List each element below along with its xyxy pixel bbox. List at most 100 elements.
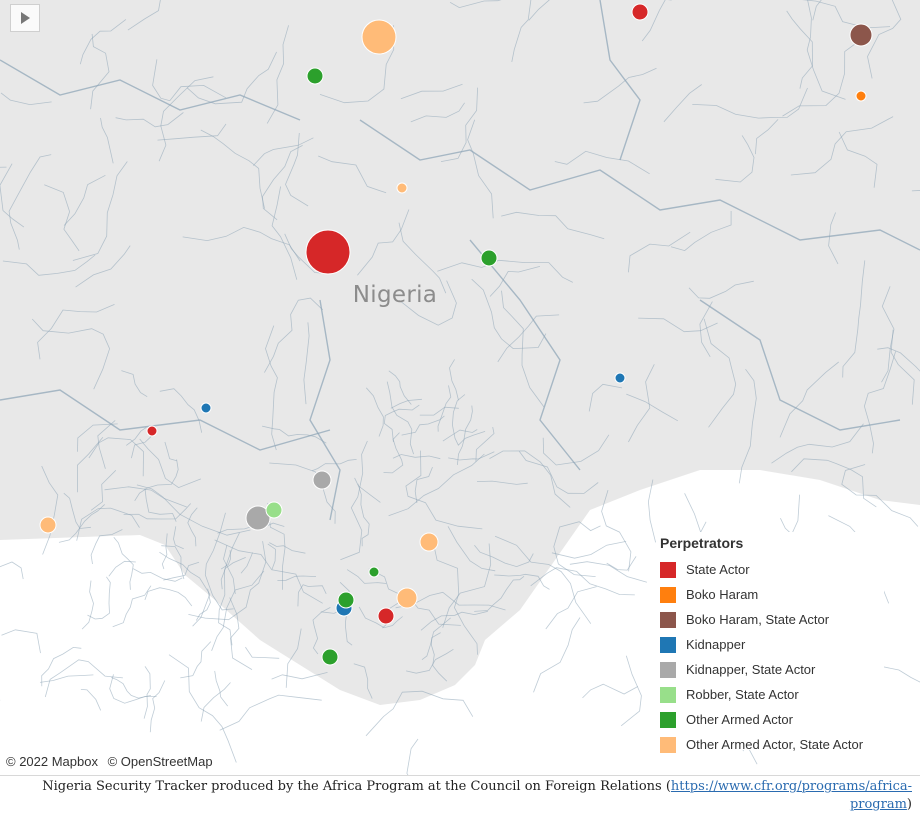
- boundary-line: [638, 317, 718, 333]
- legend-item-other-armed-actor-state-actor[interactable]: Other Armed Actor, State Actor: [660, 732, 884, 757]
- incident-marker[interactable]: [855, 90, 867, 102]
- legend-item-kidnapper[interactable]: Kidnapper: [660, 632, 884, 657]
- incident-marker[interactable]: [377, 607, 395, 625]
- incident-marker[interactable]: [321, 648, 339, 666]
- boundary-line: [115, 112, 184, 128]
- boundary-line: [253, 137, 314, 166]
- boundary-line: [41, 465, 59, 555]
- boundary-line: [881, 666, 920, 688]
- boundary-line: [448, 451, 495, 461]
- incident-marker[interactable]: [480, 249, 498, 267]
- cfr-link[interactable]: https://www.cfr.org/programs/africa-prog…: [670, 779, 912, 812]
- boundary-line: [214, 670, 229, 707]
- boundary-line: [626, 393, 678, 422]
- legend-item-kidnapper-state-actor[interactable]: Kidnapper, State Actor: [660, 657, 884, 682]
- boundary-line: [582, 683, 638, 699]
- boundary-line: [75, 245, 131, 288]
- boundary-line: [144, 488, 177, 522]
- boundary-line: [670, 211, 732, 252]
- incident-marker[interactable]: [146, 425, 158, 437]
- legend-label: Boko Haram, State Actor: [686, 612, 830, 627]
- boundary-line: [187, 507, 198, 547]
- boundary-line: [1, 629, 41, 654]
- boundary-line: [97, 420, 116, 469]
- boundary-line: [277, 575, 317, 581]
- boundary-line: [528, 0, 570, 21]
- boundary-line: [271, 672, 328, 680]
- incident-marker[interactable]: [337, 591, 355, 609]
- boundary-line: [474, 544, 534, 568]
- legend-item-robber-state-actor[interactable]: Robber, State Actor: [660, 682, 884, 707]
- legend-item-boko-haram-state-actor[interactable]: Boko Haram, State Actor: [660, 607, 884, 632]
- boundary-line: [266, 25, 289, 124]
- boundary-line: [346, 569, 387, 584]
- incident-marker[interactable]: [849, 23, 873, 47]
- legend-item-state-actor[interactable]: State Actor: [660, 557, 884, 582]
- boundary-line: [606, 556, 637, 571]
- boundary-line: [284, 233, 326, 274]
- boundary-line: [163, 561, 200, 581]
- incident-marker[interactable]: [361, 19, 397, 55]
- incident-marker[interactable]: [368, 566, 380, 578]
- boundary-line: [359, 119, 920, 251]
- boundary-line: [186, 51, 277, 105]
- boundary-line: [312, 607, 331, 655]
- legend-swatch: [660, 611, 676, 628]
- legend-item-boko-haram[interactable]: Boko Haram: [660, 582, 884, 607]
- incident-marker[interactable]: [265, 501, 283, 519]
- boundary-line: [786, 0, 833, 21]
- map-view[interactable]: Nigeria © 2022 Mapbox © OpenStreetMap Pe…: [0, 0, 920, 776]
- boundary-line: [44, 184, 80, 252]
- boundary-line: [159, 551, 211, 627]
- boundary-line: [311, 459, 357, 472]
- boundary-line: [127, 0, 164, 31]
- incident-marker[interactable]: [39, 516, 57, 534]
- boundary-line: [628, 231, 691, 273]
- boundary-line: [111, 677, 151, 699]
- incident-marker[interactable]: [614, 372, 626, 384]
- boundary-line: [842, 260, 866, 378]
- incident-marker[interactable]: [245, 505, 271, 531]
- map-attribution: © 2022 Mapbox © OpenStreetMap: [6, 754, 219, 769]
- boundary-line: [471, 278, 547, 350]
- legend: Perpetrators State Actor Boko Haram Boko…: [656, 532, 884, 753]
- boundary-line: [123, 503, 191, 520]
- boundary-line: [703, 318, 737, 428]
- boundary-line: [419, 406, 459, 416]
- incident-marker[interactable]: [396, 587, 418, 609]
- incident-marker[interactable]: [631, 3, 649, 21]
- osm-attribution-link[interactable]: © OpenStreetMap: [107, 754, 213, 769]
- boundary-line: [366, 387, 384, 437]
- boundary-line: [457, 431, 486, 446]
- boundary-line: [392, 454, 441, 460]
- incident-marker[interactable]: [396, 182, 408, 194]
- boundary-line: [2, 254, 96, 276]
- boundary-line: [220, 550, 232, 570]
- incident-marker[interactable]: [305, 229, 351, 275]
- boundary-line: [108, 560, 136, 577]
- boundary-line: [164, 441, 177, 462]
- legend-item-other-armed-actor[interactable]: Other Armed Actor: [660, 707, 884, 732]
- incident-marker[interactable]: [312, 470, 332, 490]
- boundary-line: [81, 580, 94, 630]
- boundary-line: [229, 597, 253, 670]
- incident-marker[interactable]: [306, 67, 324, 85]
- boundary-line: [297, 584, 327, 607]
- boundary-line: [76, 437, 104, 493]
- boundary-line: [430, 632, 448, 682]
- boundary-line: [168, 654, 237, 763]
- legend-label: Robber, State Actor: [686, 687, 799, 702]
- boundary-line: [692, 87, 808, 119]
- boundary-line: [699, 301, 713, 358]
- incident-marker[interactable]: [200, 402, 212, 414]
- boundary-line: [319, 25, 395, 104]
- legend-swatch: [660, 636, 676, 653]
- boundary-line: [451, 394, 466, 446]
- boundary-line: [80, 689, 102, 711]
- boundary-line: [489, 266, 541, 297]
- incident-marker[interactable]: [419, 532, 439, 552]
- boundary-line: [39, 674, 94, 683]
- mapbox-attribution-link[interactable]: © 2022 Mapbox: [6, 754, 98, 769]
- play-button[interactable]: [10, 4, 40, 32]
- legend-label: State Actor: [686, 562, 750, 577]
